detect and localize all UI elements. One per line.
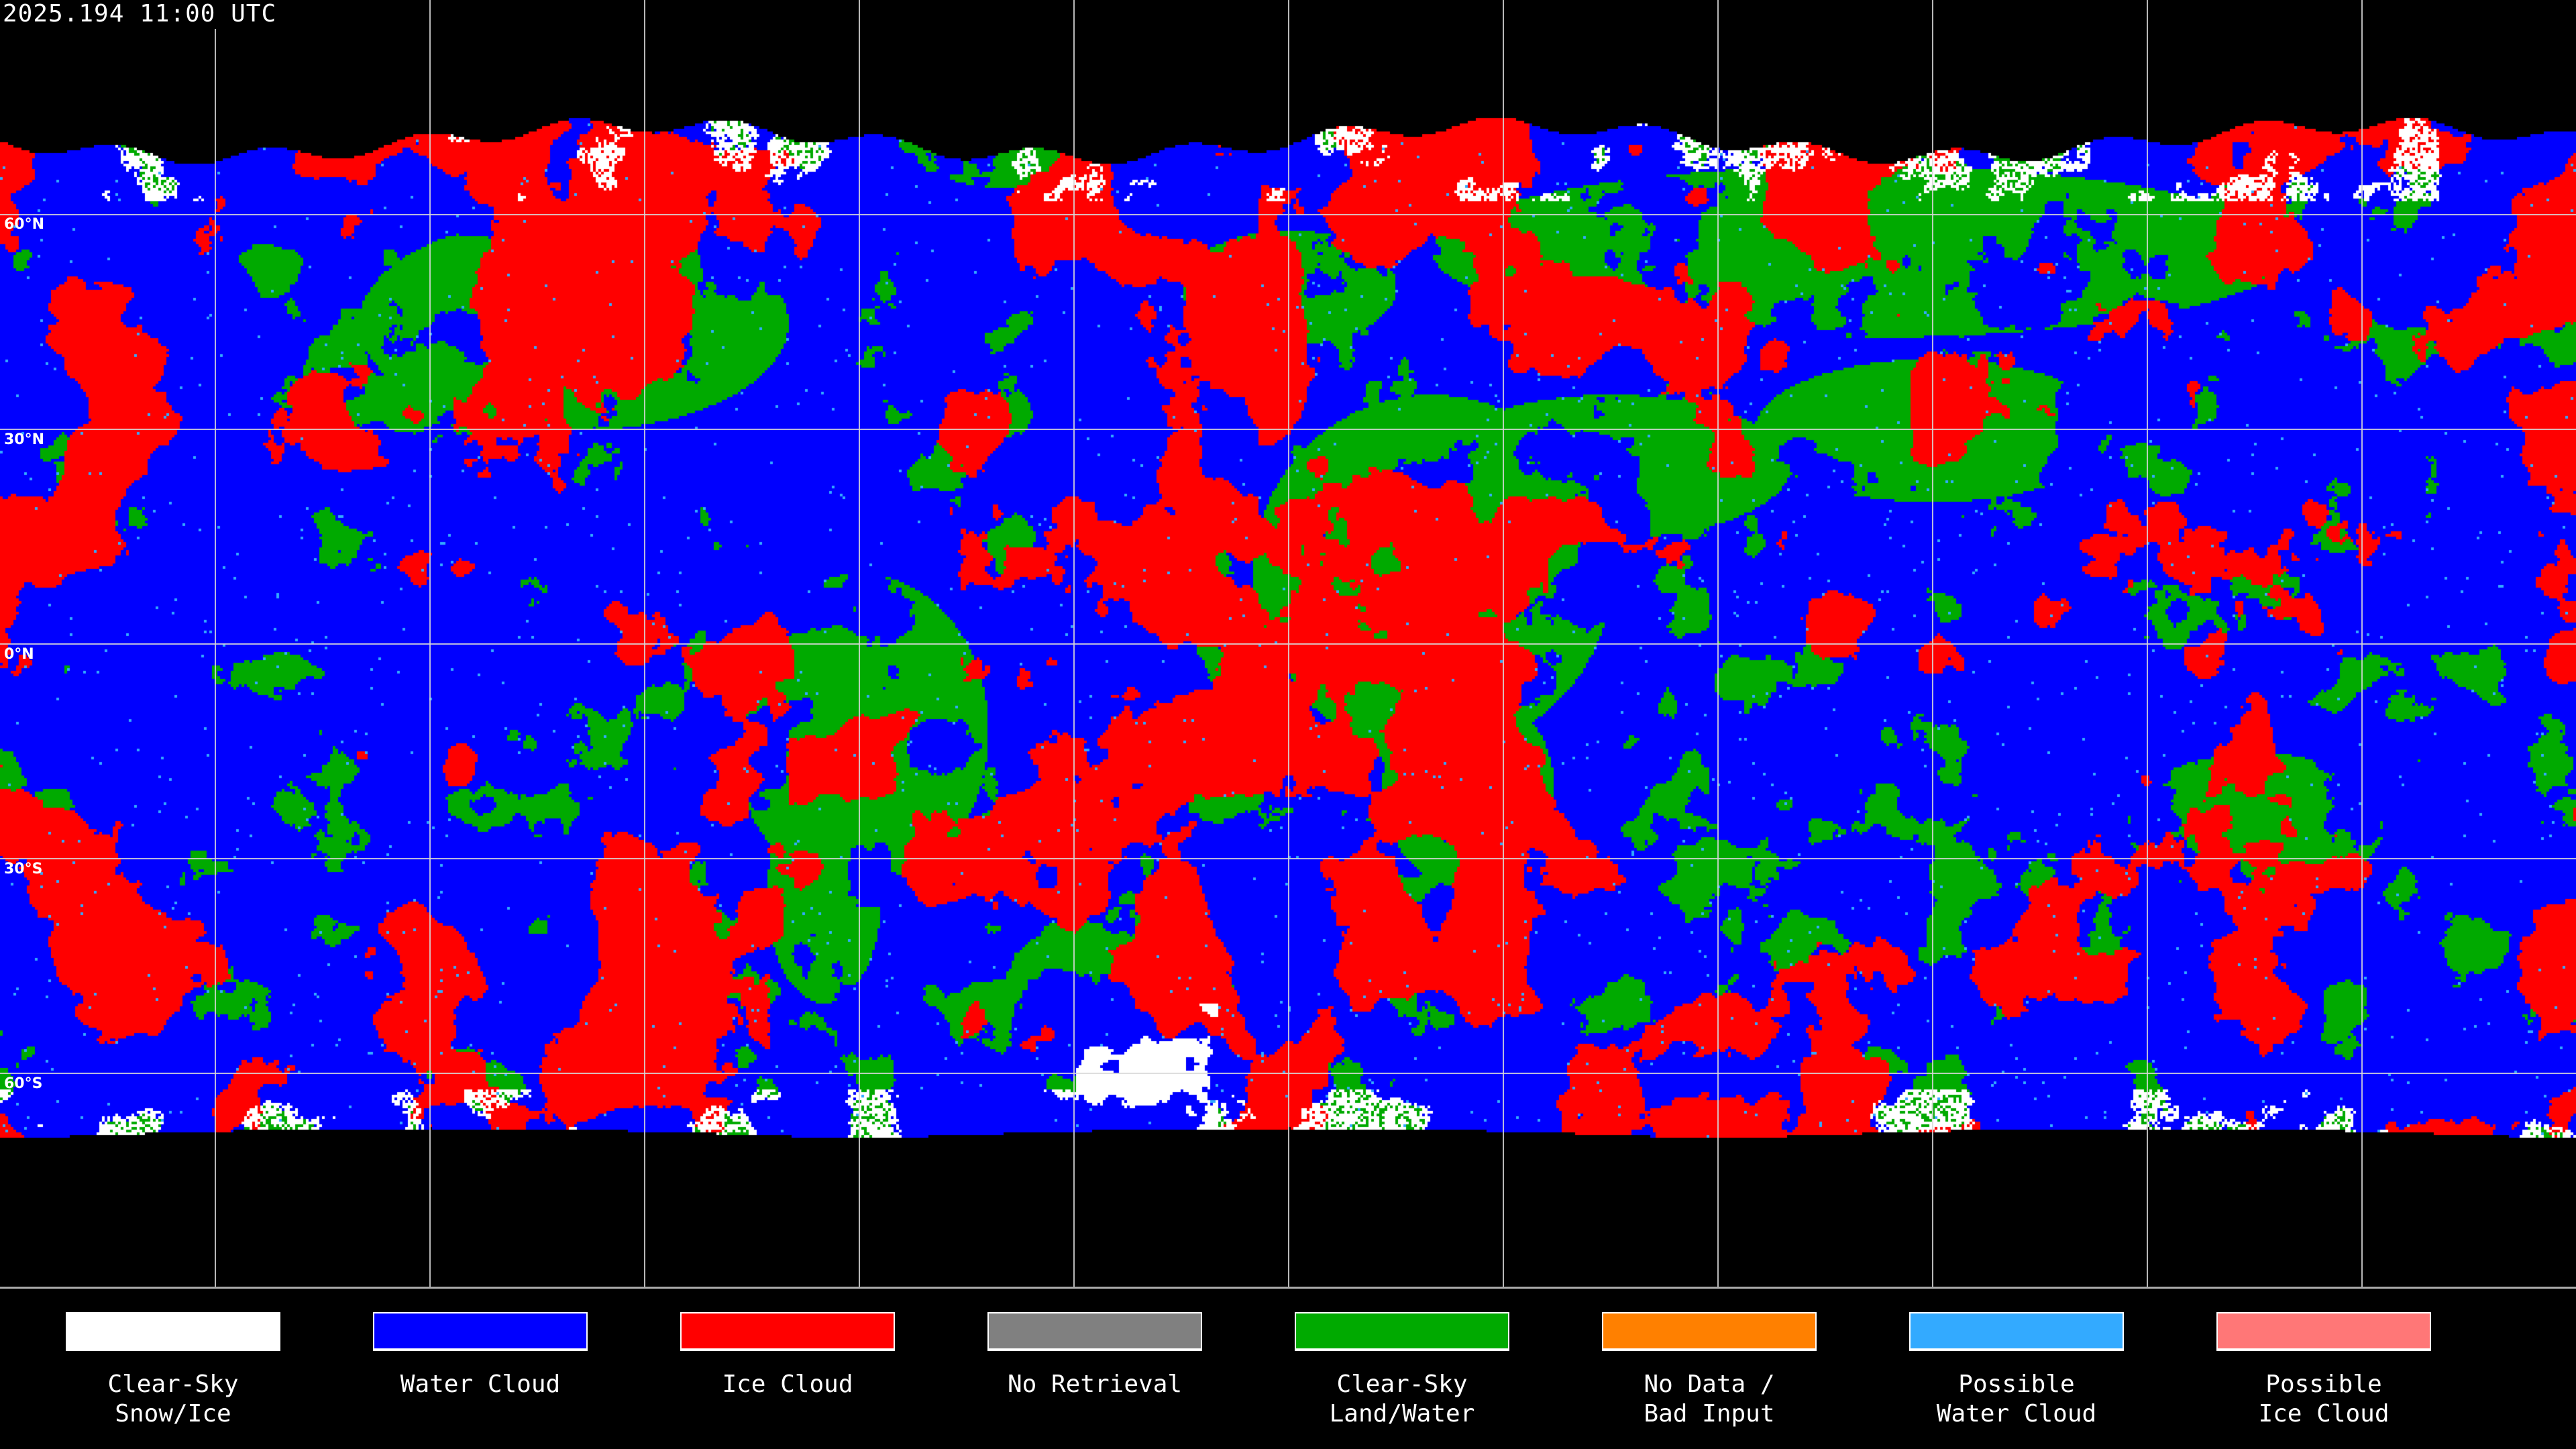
legend-swatch — [1909, 1312, 2124, 1351]
lat-label-30s: 30°S — [4, 861, 43, 877]
legend-label: Clear-Sky Snow/Ice — [107, 1371, 239, 1428]
legend-item-ice-cloud: Ice Cloud — [679, 1312, 896, 1399]
legend-swatch — [1602, 1312, 1817, 1351]
legend-item-no-retrieval: No Retrieval — [986, 1312, 1203, 1399]
legend-swatch — [1295, 1312, 1509, 1351]
parallel-line — [0, 858, 2576, 859]
lat-label-60n: 60°N — [4, 216, 45, 233]
cloud-phase-map: 60°N 30°N 0°N 30°S 60°S — [0, 0, 2576, 1288]
legend-item-no-data: No Data / Bad Input — [1601, 1312, 1818, 1429]
timestamp: 2025.194 11:00 UTC — [3, 0, 281, 29]
legend-label: Clear-Sky Land/Water — [1329, 1371, 1475, 1428]
legend-swatch — [373, 1312, 588, 1351]
legend-label: No Data / Bad Input — [1644, 1371, 1775, 1428]
lat-label-equator: 0°N — [4, 646, 34, 663]
legend-label: Ice Cloud — [722, 1371, 853, 1398]
parallel-line — [0, 1073, 2576, 1074]
legend-label: Possible Water Cloud — [1936, 1371, 2097, 1428]
legend-swatch — [66, 1312, 280, 1351]
legend-item-clear-sky-land-water: Clear-Sky Land/Water — [1293, 1312, 1511, 1429]
parallel-line — [0, 429, 2576, 430]
legend-item-water-cloud: Water Cloud — [372, 1312, 589, 1399]
legend-label: Water Cloud — [400, 1371, 561, 1398]
legend-label: No Retrieval — [1007, 1371, 1183, 1398]
legend-swatch — [987, 1312, 1202, 1351]
parallel-line — [0, 214, 2576, 215]
lat-label-60s: 60°S — [4, 1075, 43, 1092]
legend-swatch — [680, 1312, 895, 1351]
legend-item-possible-water-cloud: Possible Water Cloud — [1908, 1312, 2125, 1429]
legend-item-clear-sky-snow-ice: Clear-Sky Snow/Ice — [64, 1312, 282, 1429]
legend-label: Possible Ice Cloud — [2258, 1371, 2390, 1428]
lat-label-30n: 30°N — [4, 431, 45, 448]
legend-divider — [0, 1287, 2576, 1289]
legend-swatch — [2216, 1312, 2431, 1351]
legend-item-possible-ice-cloud: Possible Ice Cloud — [2215, 1312, 2432, 1429]
parallel-line — [0, 643, 2576, 645]
